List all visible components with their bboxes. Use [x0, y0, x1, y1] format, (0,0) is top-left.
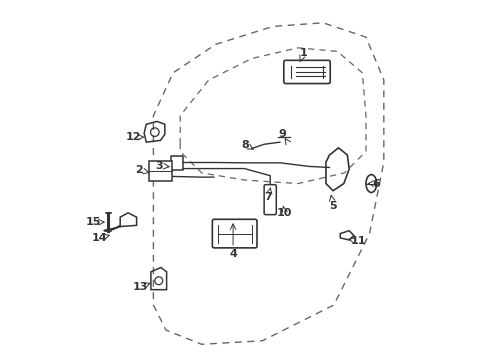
- Text: 7: 7: [264, 192, 272, 202]
- Text: 4: 4: [229, 249, 237, 259]
- Text: 15: 15: [86, 217, 101, 227]
- Text: 6: 6: [371, 179, 379, 189]
- Text: 1: 1: [299, 48, 306, 58]
- Text: 9: 9: [278, 129, 285, 139]
- Text: 10: 10: [277, 208, 292, 218]
- Text: 8: 8: [241, 140, 249, 150]
- Bar: [148, 161, 172, 181]
- Text: 2: 2: [135, 165, 142, 175]
- Text: 11: 11: [349, 237, 365, 247]
- Text: 12: 12: [125, 132, 141, 142]
- FancyBboxPatch shape: [264, 185, 276, 215]
- Text: 14: 14: [92, 233, 107, 243]
- FancyBboxPatch shape: [283, 60, 329, 84]
- Text: 3: 3: [155, 161, 162, 171]
- Text: 13: 13: [132, 282, 147, 292]
- FancyBboxPatch shape: [212, 219, 257, 248]
- Text: 5: 5: [328, 201, 336, 211]
